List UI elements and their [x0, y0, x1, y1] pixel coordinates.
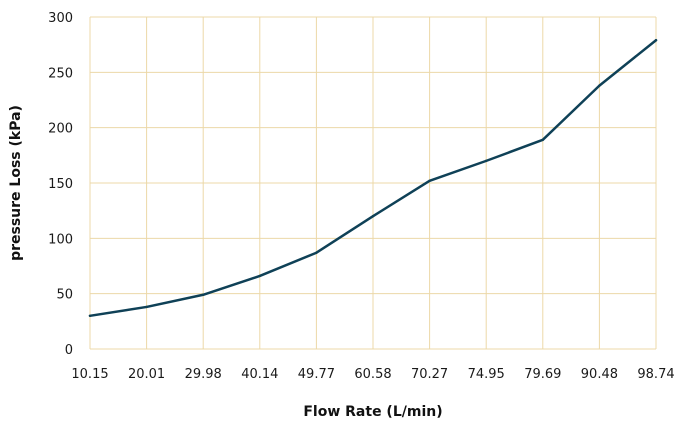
data-point: [485, 160, 487, 162]
data-point: [655, 39, 657, 41]
grid-lines: [90, 17, 656, 349]
x-tick-label: 60.58: [354, 367, 391, 382]
x-tick-label: 29.98: [185, 367, 222, 382]
data-point: [598, 84, 600, 86]
x-tick-label: 20.01: [128, 367, 165, 382]
data-point: [259, 275, 261, 277]
x-axis-title: Flow Rate (L/min): [303, 404, 442, 420]
data-point: [145, 306, 147, 308]
y-axis-ticks: 0 50 100 150 200 250 300: [48, 11, 73, 358]
x-tick-label: 90.48: [581, 367, 618, 382]
y-tick-label: 300: [48, 11, 73, 26]
y-tick-label: 0: [65, 343, 73, 358]
data-point: [372, 215, 374, 217]
data-point: [542, 139, 544, 141]
x-tick-label: 10.15: [71, 367, 108, 382]
x-tick-label: 74.95: [468, 367, 505, 382]
y-tick-label: 50: [56, 288, 73, 303]
y-axis-title: pressure Loss (kPa): [8, 105, 24, 261]
x-tick-label: 49.77: [298, 367, 335, 382]
data-point: [89, 315, 91, 317]
x-tick-label: 98.74: [637, 367, 674, 382]
y-tick-label: 100: [48, 232, 73, 247]
data-point: [428, 180, 430, 182]
x-tick-label: 40.14: [241, 367, 278, 382]
y-tick-label: 250: [48, 66, 73, 81]
x-tick-label: 79.69: [524, 367, 561, 382]
y-tick-label: 150: [48, 177, 73, 192]
x-tick-label: 70.27: [411, 367, 448, 382]
data-point: [315, 252, 317, 254]
y-tick-label: 200: [48, 122, 73, 137]
data-point: [202, 294, 204, 296]
x-axis-ticks: 10.15 20.01 29.98 40.14 49.77 60.58 70.27 74.95…: [71, 367, 674, 382]
